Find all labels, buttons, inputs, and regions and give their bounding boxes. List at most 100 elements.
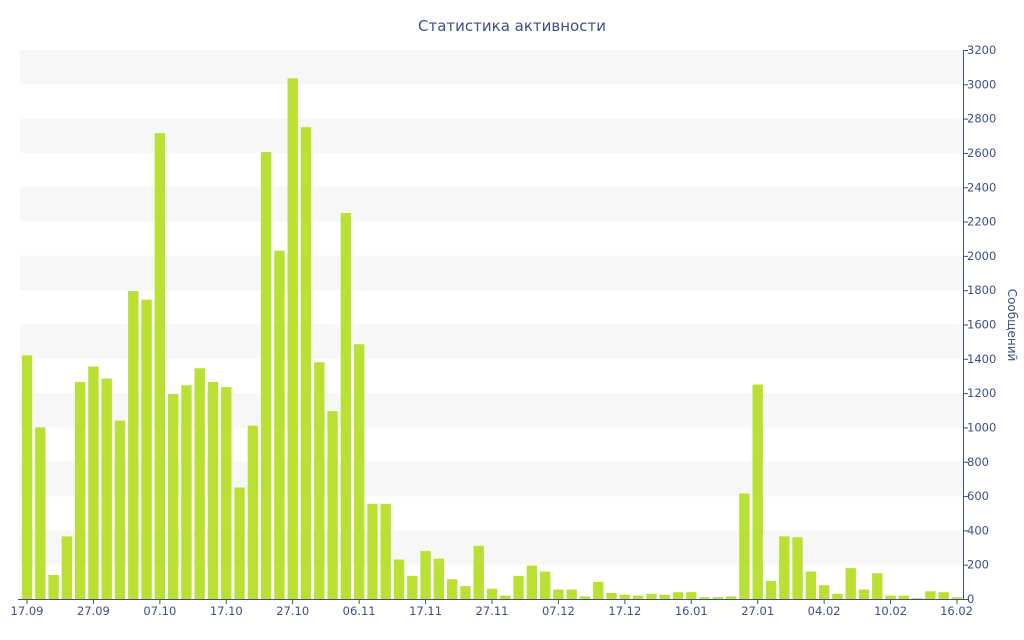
bar xyxy=(473,545,484,599)
x-tick-label: 16.01 xyxy=(675,604,708,618)
bar xyxy=(260,152,272,599)
bar xyxy=(247,425,259,599)
y-ticks: 0 200 400 600 800 1000 1200 1400 1600 1800 2000 220… xyxy=(963,43,996,606)
bar xyxy=(181,385,192,599)
bar xyxy=(21,355,33,599)
bar xyxy=(818,585,830,599)
x-tick-label: 17.11 xyxy=(409,604,442,618)
bar xyxy=(154,133,166,599)
x-tick-label: 27.01 xyxy=(741,604,774,618)
y-tick-label: 0 xyxy=(967,592,974,606)
bar xyxy=(632,595,644,599)
bar xyxy=(898,595,910,599)
x-ticks: 17.09 27.09 07.10 17.10 27.10 06.11 17.11 27.11… xyxy=(11,599,973,618)
bar xyxy=(925,591,936,599)
y-tick-label: 1000 xyxy=(967,420,996,434)
y-tick-label: 2800 xyxy=(967,112,996,126)
bar xyxy=(566,589,577,599)
grid-band xyxy=(20,50,963,85)
bars-group xyxy=(21,78,963,600)
bar xyxy=(167,393,179,599)
bar xyxy=(114,420,126,599)
grid-band xyxy=(20,255,963,291)
bar xyxy=(686,592,697,599)
y-tick-label: 600 xyxy=(967,489,989,503)
bar xyxy=(752,384,763,599)
y-tick-label: 3000 xyxy=(967,77,996,91)
bar xyxy=(287,78,298,599)
y-tick-label: 1600 xyxy=(967,318,996,332)
y-tick-label: 2600 xyxy=(967,146,996,160)
bar xyxy=(420,550,431,599)
bar xyxy=(805,571,817,599)
bar xyxy=(61,536,73,599)
bar xyxy=(460,586,471,599)
bar xyxy=(35,427,46,599)
y-tick-label: 1800 xyxy=(967,283,996,297)
y-axis-label: Сообщений xyxy=(1005,289,1019,362)
bar xyxy=(885,595,896,599)
bar xyxy=(712,597,724,599)
x-tick-label: 07.10 xyxy=(143,604,176,618)
bar xyxy=(128,291,139,599)
grid-band xyxy=(20,118,963,153)
bar xyxy=(872,573,883,599)
y-tick-label: 2000 xyxy=(967,249,996,263)
x-tick-label: 04.02 xyxy=(808,604,841,618)
bar xyxy=(725,596,737,599)
x-tick-label: 17.09 xyxy=(11,604,44,618)
bar xyxy=(845,568,856,599)
bar xyxy=(48,574,59,599)
y-tick-label: 2400 xyxy=(967,180,996,194)
y-tick-label: 1200 xyxy=(967,386,996,400)
bar xyxy=(141,299,152,599)
bar xyxy=(101,378,112,599)
bar xyxy=(619,594,631,599)
bar xyxy=(88,366,99,599)
bar xyxy=(593,581,604,599)
bar xyxy=(858,589,870,599)
bar xyxy=(765,580,777,599)
bar xyxy=(446,579,458,599)
bar xyxy=(340,212,352,600)
bar xyxy=(779,536,790,599)
x-tick-label: 27.09 xyxy=(77,604,110,618)
bar xyxy=(938,592,949,599)
bar xyxy=(739,493,750,599)
bar xyxy=(699,597,710,599)
bar xyxy=(207,381,219,599)
bar xyxy=(553,589,564,599)
bar xyxy=(486,588,498,599)
bar xyxy=(951,597,963,599)
bar xyxy=(433,558,445,599)
y-tick-label: 200 xyxy=(967,558,989,572)
x-tick-label: 10.02 xyxy=(874,604,907,618)
x-tick-label: 07.12 xyxy=(542,604,575,618)
bar xyxy=(911,598,923,599)
bar xyxy=(393,559,405,599)
bar xyxy=(672,592,684,599)
bar xyxy=(234,487,245,599)
bar xyxy=(327,411,338,599)
bar xyxy=(832,593,843,599)
bar xyxy=(380,503,391,599)
chart-title: Статистика активности xyxy=(418,17,606,35)
x-tick-label: 17.10 xyxy=(210,604,243,618)
bar xyxy=(407,575,418,599)
bar xyxy=(792,537,803,599)
bar xyxy=(367,503,378,599)
y-tick-label: 1400 xyxy=(967,352,996,366)
bar xyxy=(579,596,591,599)
grid-band xyxy=(20,324,963,359)
y-tick-label: 3200 xyxy=(967,43,996,57)
bar xyxy=(513,575,524,599)
y-tick-label: 2200 xyxy=(967,215,996,229)
grid-band xyxy=(20,187,963,222)
bar xyxy=(74,381,86,599)
grid-bands xyxy=(20,50,963,565)
y-tick-label: 400 xyxy=(967,523,989,537)
bar xyxy=(526,565,538,599)
bar xyxy=(606,593,617,599)
bar xyxy=(274,250,285,600)
